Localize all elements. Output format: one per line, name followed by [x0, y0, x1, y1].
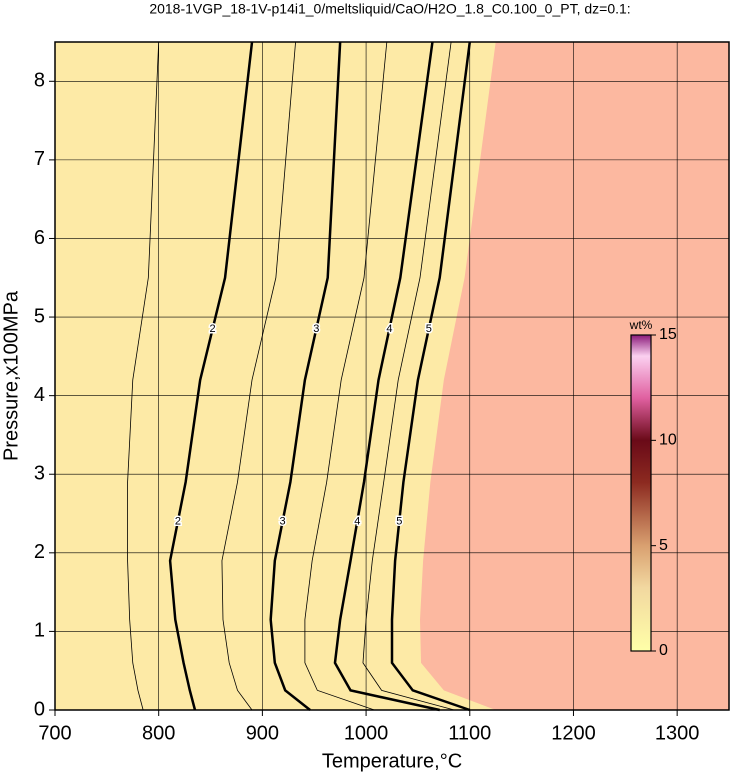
colorbar — [630, 334, 652, 652]
colorbar-tick-label: 0 — [659, 642, 668, 659]
contour-label: 5 — [396, 515, 402, 527]
contour-line — [390, 41, 472, 712]
y-tick-label: 0 — [34, 698, 45, 720]
y-tick-label: 1 — [34, 620, 45, 642]
colorbar-tick-label: 5 — [659, 537, 668, 554]
x-axis-label: Temperature,°C — [322, 750, 462, 772]
contour-label: 2 — [210, 323, 216, 335]
x-tick-label: 700 — [38, 722, 71, 744]
x-tick-label: 800 — [142, 722, 175, 744]
contour-line — [127, 41, 160, 711]
x-tick-label: 900 — [246, 722, 279, 744]
colorbar-tick-label: 10 — [659, 432, 677, 449]
y-tick-label: 8 — [34, 70, 45, 92]
contour-line — [304, 41, 388, 711]
y-tick-label: 2 — [34, 541, 45, 563]
y-tick-label: 6 — [34, 227, 45, 249]
x-tick-label: 1300 — [655, 722, 700, 744]
contour-label: 3 — [313, 323, 319, 335]
y-axis-label: Pressure,x100MPa — [0, 290, 22, 461]
contour-line — [362, 41, 455, 711]
contour-label: 5 — [426, 323, 432, 335]
colorbar-tick-label: 15 — [659, 326, 677, 343]
y-tick-label: 5 — [34, 305, 45, 327]
contour-label: 4 — [354, 515, 360, 527]
contour-line — [221, 41, 296, 711]
contour-label: 2 — [175, 515, 181, 527]
contour-label: 3 — [280, 515, 286, 527]
x-tick-label: 1000 — [344, 722, 389, 744]
y-tick-label: 4 — [34, 384, 45, 406]
filled-region — [55, 42, 496, 710]
x-tick-label: 1100 — [448, 722, 491, 744]
x-tick-label: 1200 — [551, 722, 596, 744]
plot-frame — [54, 41, 730, 711]
y-tick-label: 3 — [34, 463, 45, 485]
contour-line — [333, 41, 440, 712]
contour-line — [269, 41, 342, 711]
colorbar-label: wt% — [629, 318, 653, 332]
contour-label: 4 — [386, 323, 392, 335]
y-tick-label: 7 — [34, 148, 45, 170]
chart-title: 2018-1VGP_18-1V-p14i1_0/meltsliquid/CaO/… — [149, 1, 630, 17]
contour-line — [168, 41, 254, 711]
